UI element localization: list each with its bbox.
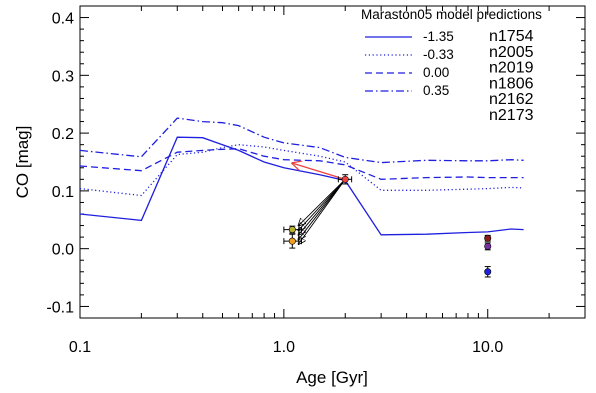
legend-entry-label: 0.00 xyxy=(423,65,449,80)
y-axis-label: CO [mag] xyxy=(13,126,32,199)
plot-frame xyxy=(79,5,586,319)
legend-entry-label: 0.35 xyxy=(423,83,449,98)
data-point-n2005 xyxy=(484,234,492,242)
data-point-n1754 xyxy=(484,268,492,276)
y-tick-label: 0.2 xyxy=(52,126,74,143)
evolution-arrows xyxy=(292,163,346,244)
cluster-label: n1806 xyxy=(489,75,534,92)
y-tick-label: 0.3 xyxy=(52,68,74,85)
y-tick-label: 0.4 xyxy=(52,11,74,28)
legend-entry-label: -0.33 xyxy=(423,47,454,62)
legend: Maraston05 model predictions -1.35 -0.33 0… xyxy=(361,7,542,124)
x-tick-label: 1.0 xyxy=(273,339,295,356)
cluster-label: n2173 xyxy=(489,107,534,124)
x-axis-ticks: 0.1 1.0 10.0 xyxy=(69,6,586,356)
x-tick-label: 10.0 xyxy=(472,339,503,356)
black-evolution-arrow xyxy=(299,179,346,230)
cluster-label: n2005 xyxy=(489,44,534,61)
red-evolution-arrow xyxy=(292,163,346,180)
cluster-label: n1754 xyxy=(489,28,534,45)
black-evolution-arrow xyxy=(299,179,346,244)
cluster-points xyxy=(283,174,492,278)
model-line-dotted xyxy=(79,144,524,197)
legend-title: Maraston05 model predictions xyxy=(361,7,542,22)
data-point-n2173 xyxy=(341,175,349,183)
model-lines xyxy=(79,117,524,236)
legend-entries: -1.35 -0.33 0.00 0.35 xyxy=(365,29,454,98)
x-axis-label: Age [Gyr] xyxy=(296,368,368,387)
data-point-n2162 xyxy=(288,237,296,245)
black-evolution-arrow xyxy=(299,179,346,239)
black-evolution-arrow xyxy=(299,179,346,234)
model-line-solid xyxy=(79,136,524,236)
y-tick-label: -0.1 xyxy=(46,299,74,316)
y-axis-ticks: -0.1 0.0 0.1 0.2 0.3 0.4 xyxy=(46,11,585,319)
cluster-label: n2019 xyxy=(489,60,534,77)
cluster-label: n2162 xyxy=(489,91,534,108)
legend-entry-label: -1.35 xyxy=(423,29,454,44)
model-line-dashed xyxy=(79,148,524,180)
x-tick-label: 0.1 xyxy=(69,339,91,356)
data-point-n2019 xyxy=(484,242,492,250)
black-evolution-arrow xyxy=(299,179,346,225)
y-tick-label: 0.0 xyxy=(52,242,74,259)
model-line-dashdot xyxy=(79,117,524,164)
data-point-n1806 xyxy=(288,226,296,234)
y-tick-label: 0.1 xyxy=(52,184,74,201)
